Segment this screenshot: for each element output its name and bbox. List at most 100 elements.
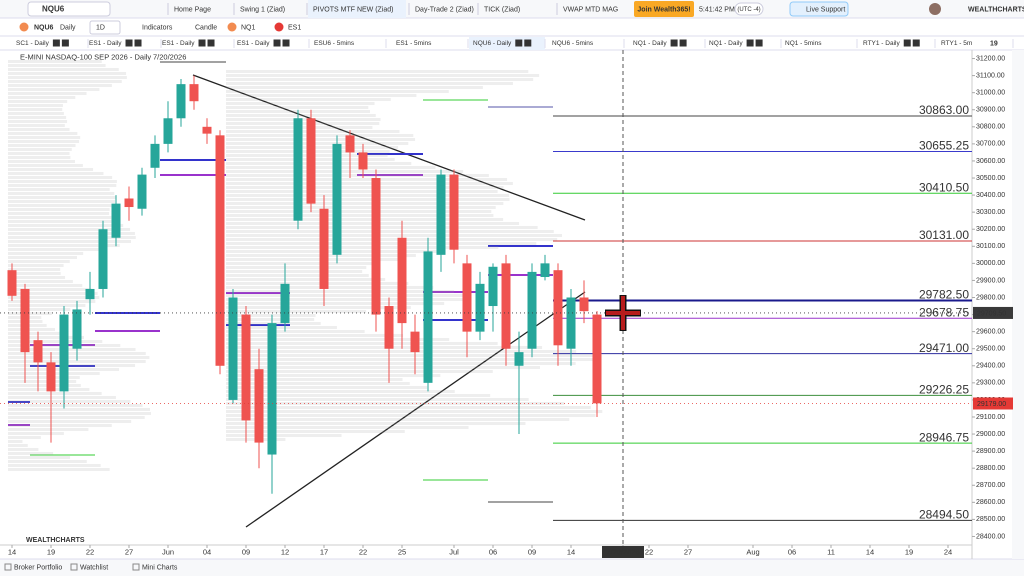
volume-profile-decor	[226, 118, 381, 121]
volume-profile-decor	[226, 134, 414, 137]
chart-tab[interactable]: SC1 - Daily	[16, 40, 50, 47]
candle-body	[72, 309, 82, 349]
volume-profile-decor	[8, 124, 65, 127]
volume-profile-decor	[8, 248, 103, 251]
bottom-tab[interactable]: Watchlist	[80, 564, 108, 571]
candle-body	[319, 208, 329, 289]
y-tick-label: 30000.00	[976, 260, 1005, 267]
volume-profile-decor	[8, 196, 117, 199]
volume-profile-decor	[8, 428, 89, 431]
compare-symbol[interactable]: ES1	[288, 24, 301, 31]
chart-tab[interactable]: RTY1 - Daily	[863, 40, 900, 47]
chart-date: 7/20/2026	[153, 52, 186, 61]
volume-profile-decor	[8, 396, 116, 399]
workspace-tab[interactable]: Day-Trade 2 (Ziad)	[415, 6, 474, 13]
candle-body	[397, 237, 407, 324]
workspace-tab[interactable]: VWAP MTD MAG	[563, 6, 618, 13]
volume-profile-decor	[226, 162, 412, 165]
y-tick-label: 29300.00	[976, 380, 1005, 387]
chart-tab[interactable]: ES1 - Daily	[89, 40, 122, 47]
volume-profile-decor	[8, 160, 75, 163]
volume-profile-decor	[8, 236, 136, 239]
clock: 5:41:42 PM	[699, 6, 735, 13]
chart-tab[interactable]: NQ1 - 5mins	[785, 40, 822, 47]
support-label[interactable]: Live Support	[806, 6, 845, 13]
volume-profile-decor	[226, 182, 513, 185]
volume-profile-decor	[226, 286, 434, 289]
volume-profile-decor	[8, 80, 122, 83]
volume-profile-decor	[226, 330, 365, 333]
volume-profile-decor	[8, 112, 64, 115]
volume-profile-decor	[8, 360, 146, 363]
chart-tab[interactable]: NQ1 - Daily	[709, 40, 743, 47]
style-button[interactable]: Candle	[195, 24, 217, 31]
compare-icon	[274, 22, 284, 32]
volume-profile-decor	[8, 392, 102, 395]
chart-tab[interactable]: ES1 - 5mins	[396, 40, 432, 47]
volume-profile-decor	[8, 284, 83, 287]
workspace-tab[interactable]: Swing 1 (Ziad)	[240, 6, 285, 13]
volume-profile-decor	[8, 240, 131, 243]
volume-profile-decor	[226, 326, 337, 329]
chart-tab-badge	[912, 39, 920, 47]
chart-tab[interactable]: NQU6 - 5mins	[552, 40, 594, 47]
join-button[interactable]	[634, 1, 694, 17]
indicators-button[interactable]: Indicators	[142, 24, 173, 31]
volume-profile-decor	[226, 138, 416, 141]
avatar[interactable]	[929, 3, 941, 15]
volume-profile-decor	[8, 120, 68, 123]
volume-profile-decor	[8, 164, 83, 167]
candle-body	[124, 198, 134, 208]
chart-symbol[interactable]: NQU6	[34, 24, 54, 31]
workspace-tab[interactable]: PIVOTS MTF NEW (Ziad)	[313, 6, 394, 13]
volume-profile-decor	[8, 60, 102, 63]
y-tick-label: 30800.00	[976, 124, 1005, 131]
candle-body	[358, 152, 368, 170]
bottom-icon	[70, 563, 78, 571]
volume-profile-decor	[226, 418, 570, 421]
search-box[interactable]	[27, 1, 111, 17]
chart-tab[interactable]: ESU6 - 5mins	[314, 40, 355, 47]
x-tick-label: 09	[242, 547, 250, 556]
volume-profile-decor	[8, 364, 136, 367]
candle-body	[345, 135, 355, 153]
volume-profile-decor	[226, 314, 316, 317]
support-pill[interactable]	[789, 1, 849, 17]
candle-body	[33, 340, 43, 363]
candle-body	[436, 174, 446, 255]
volume-profile-decor	[8, 232, 135, 235]
volume-profile-decor	[226, 266, 367, 269]
chart-tabs-more[interactable]: 19	[990, 40, 998, 47]
chart-tab-badge	[515, 39, 523, 47]
volume-profile-decor	[8, 260, 70, 263]
compare-symbol[interactable]: NQ1	[241, 24, 256, 31]
chart-tab-badge	[524, 39, 532, 47]
volume-profile-decor	[226, 306, 411, 309]
brand: WEALTHCHARTS	[968, 6, 1024, 13]
volume-profile-decor	[8, 312, 52, 315]
volume-profile-decor	[226, 166, 436, 169]
candle-body	[540, 263, 550, 278]
bottom-tab[interactable]: Broker Portfolio	[14, 564, 62, 571]
trend-line[interactable]	[192, 74, 586, 221]
side-toolbar	[1012, 50, 1024, 559]
workspace-tab[interactable]: Home Page	[174, 6, 211, 13]
volume-profile-decor	[226, 122, 380, 125]
timeframe-box[interactable]	[89, 20, 121, 35]
bottom-tab[interactable]: Mini Charts	[142, 564, 178, 571]
chart-tab[interactable]: RTY1 - 5m	[941, 40, 972, 47]
x-tick-label: 27	[125, 547, 133, 556]
volume-profile-decor	[226, 338, 450, 341]
volume-profile-decor	[8, 400, 131, 403]
timeframe[interactable]: 1D	[96, 24, 105, 31]
volume-profile-decor	[226, 358, 595, 361]
chart-tab[interactable]: ES1 - Daily	[162, 40, 195, 47]
chart-tab[interactable]: NQ1 - Daily	[633, 40, 667, 47]
y-tick-label: 30100.00	[976, 243, 1005, 250]
chart-tab[interactable]: ES1 - Daily	[237, 40, 270, 47]
y-tick-label: 28800.00	[976, 465, 1005, 472]
join-label[interactable]: Join Wealth365!	[637, 6, 690, 13]
workspace-tab[interactable]: TICK (Ziad)	[484, 6, 520, 13]
chart-tab[interactable]: NQU6 - Daily	[473, 40, 512, 47]
x-tick-label: 06	[788, 547, 796, 556]
